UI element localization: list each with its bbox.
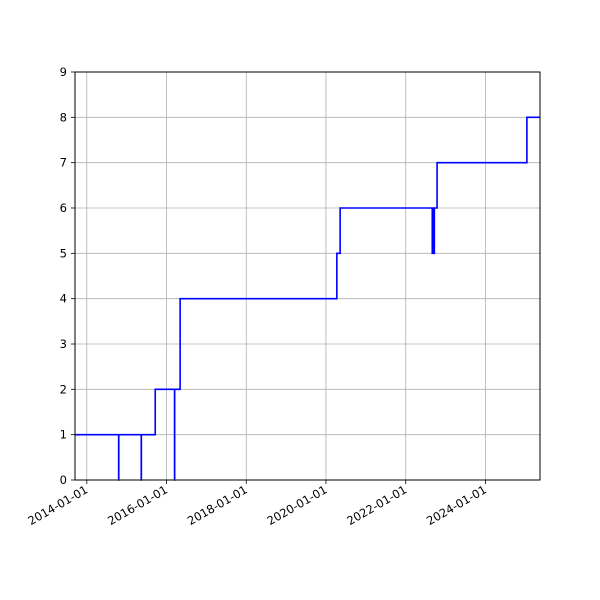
grid <box>75 71 540 481</box>
x-tick-label: 2014-01-01 <box>25 482 90 528</box>
y-tick-label: 0 <box>60 473 67 487</box>
y-tick-label: 9 <box>60 65 67 79</box>
x-tick-label: 2020-01-01 <box>265 482 330 528</box>
y-tick-label: 8 <box>60 110 67 124</box>
y-tick-label: 3 <box>60 337 67 351</box>
plot-frame <box>74 71 541 481</box>
y-tick-label: 2 <box>60 382 67 396</box>
y-tick-label: 4 <box>60 292 67 306</box>
x-tick-label: 2024-01-01 <box>424 482 489 528</box>
y-tick-label: 1 <box>60 428 67 442</box>
y-tick-label: 6 <box>60 201 67 215</box>
x-tick-label: 2016-01-01 <box>105 482 170 528</box>
y-tick-label: 5 <box>60 246 67 260</box>
series-layer <box>75 116 540 481</box>
x-tick-label: 2018-01-01 <box>185 482 250 528</box>
axes: 0 1 2 3 4 5 6 7 8 9 2014-01-01 2016-01-01 2018-01-01… <box>25 65 489 528</box>
series-line <box>75 116 540 481</box>
y-tick-label: 7 <box>60 156 67 170</box>
x-tick-label: 2022-01-01 <box>344 482 409 528</box>
